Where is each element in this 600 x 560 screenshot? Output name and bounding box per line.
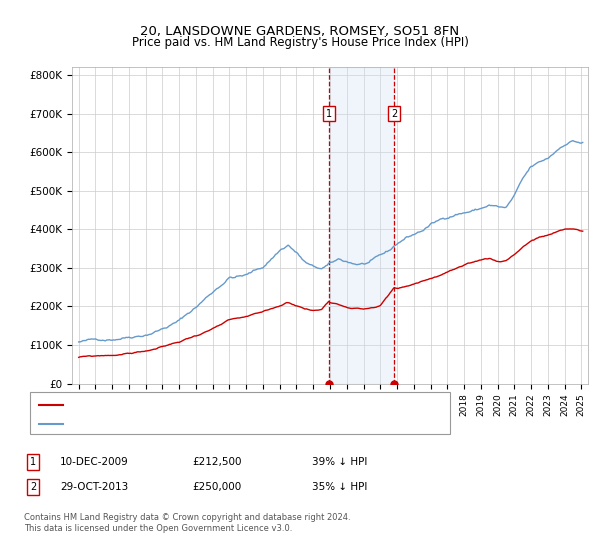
Text: 35% ↓ HPI: 35% ↓ HPI: [312, 482, 367, 492]
Text: This data is licensed under the Open Government Licence v3.0.: This data is licensed under the Open Gov…: [24, 524, 292, 533]
Text: 20, LANSDOWNE GARDENS, ROMSEY, SO51 8FN (detached house): 20, LANSDOWNE GARDENS, ROMSEY, SO51 8FN …: [69, 400, 400, 409]
Text: £212,500: £212,500: [192, 457, 241, 467]
Bar: [329, 67, 394, 384]
Text: 39% ↓ HPI: 39% ↓ HPI: [312, 457, 367, 467]
Text: 1: 1: [326, 109, 332, 119]
Text: 1: 1: [30, 457, 36, 467]
Text: HPI: Average price, detached house, Test Valley: HPI: Average price, detached house, Test…: [69, 418, 306, 428]
Text: 10-DEC-2009: 10-DEC-2009: [60, 457, 129, 467]
Text: £250,000: £250,000: [192, 482, 241, 492]
Text: 2: 2: [391, 109, 397, 119]
Text: 20, LANSDOWNE GARDENS, ROMSEY, SO51 8FN: 20, LANSDOWNE GARDENS, ROMSEY, SO51 8FN: [140, 25, 460, 38]
Text: 2: 2: [30, 482, 36, 492]
Text: 29-OCT-2013: 29-OCT-2013: [60, 482, 128, 492]
Text: Contains HM Land Registry data © Crown copyright and database right 2024.: Contains HM Land Registry data © Crown c…: [24, 513, 350, 522]
Text: Price paid vs. HM Land Registry's House Price Index (HPI): Price paid vs. HM Land Registry's House …: [131, 36, 469, 49]
